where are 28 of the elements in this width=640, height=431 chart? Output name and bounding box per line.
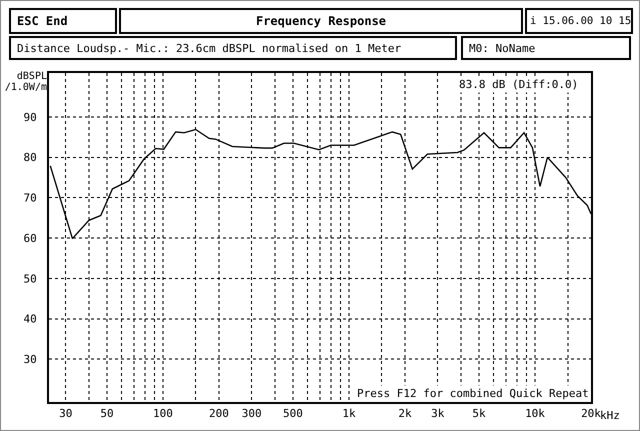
x-tick-label: 10k: [525, 407, 546, 420]
annotation: 83.8 dB (Diff:0.0): [459, 78, 578, 91]
x-tick-label: 3k: [431, 407, 445, 420]
y-tick-label: 40: [24, 312, 37, 326]
x-tick-label: 300: [242, 407, 262, 420]
x-tick-label: 50: [100, 407, 114, 420]
text: ESC End: [9, 8, 117, 34]
y-tick-label: 70: [24, 192, 37, 205]
chart-title: Frequency Response: [119, 8, 523, 34]
annotation: Press F12 for combined Quick Repeat: [357, 387, 589, 400]
y-tick-label: 90: [24, 110, 37, 124]
y-tick-label: 80: [24, 151, 37, 164]
y-tick-label: 60: [24, 232, 37, 245]
x-tick-label: 500: [283, 407, 303, 420]
y-axis-title: dBSPL /1.0W/m: [4, 71, 47, 93]
y-tick-label: 30: [24, 353, 37, 366]
x-tick-label: 100: [153, 407, 173, 420]
y-tick-label: 50: [24, 272, 37, 286]
x-tick-label: 1k: [342, 407, 356, 420]
x-tick-label: 5k: [472, 407, 486, 420]
x-axis-title: kHz: [600, 409, 620, 422]
x-tick-label: 30: [59, 407, 72, 420]
text: M0: NoName: [461, 36, 631, 60]
x-tick-label: 2k: [398, 407, 412, 420]
x-tick-label: 200: [209, 407, 229, 420]
text: Distance Loudsp.- Mic.: 23.6cm dBSPL normalised on 1 Meter: [9, 36, 457, 60]
x-tick-label: 20k: [581, 407, 602, 420]
text: i 15.06.00 10 15: [525, 8, 633, 34]
